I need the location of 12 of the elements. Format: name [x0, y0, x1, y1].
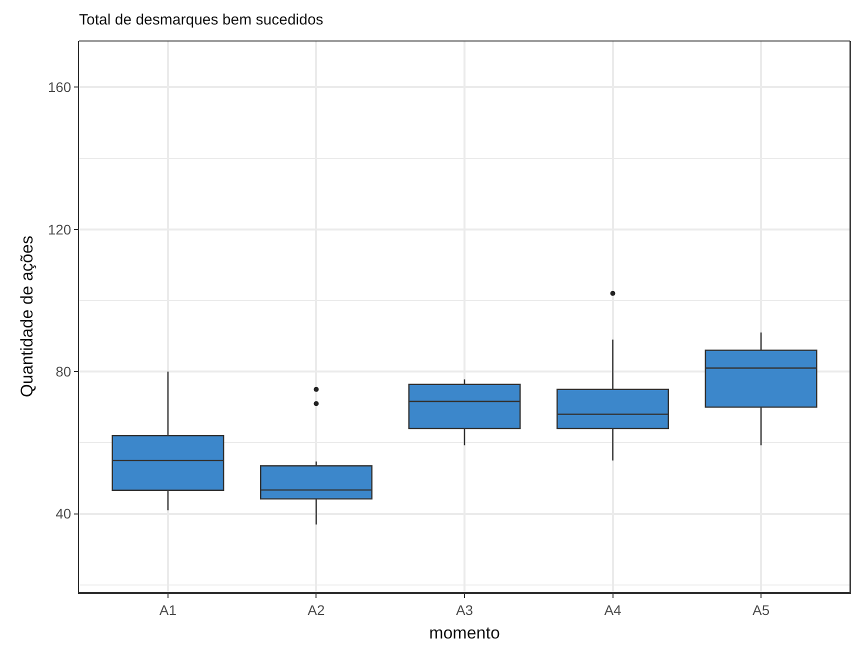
x-tick-label: A3 [456, 602, 474, 618]
y-tick-label: 80 [56, 364, 72, 380]
x-tick-label: A4 [604, 602, 622, 618]
chart-title: Total de desmarques bem sucedidos [79, 12, 324, 28]
x-tick-label: A2 [308, 602, 326, 618]
y-tick-label: 40 [56, 506, 72, 522]
x-axis-title: momento [429, 624, 500, 643]
y-tick-label: 160 [48, 79, 72, 96]
x-tick-label: A5 [752, 602, 770, 618]
y-axis-title: Quantidade de ações [17, 236, 36, 398]
x-tick-label: A1 [159, 602, 177, 618]
y-tick-label: 120 [48, 221, 72, 238]
